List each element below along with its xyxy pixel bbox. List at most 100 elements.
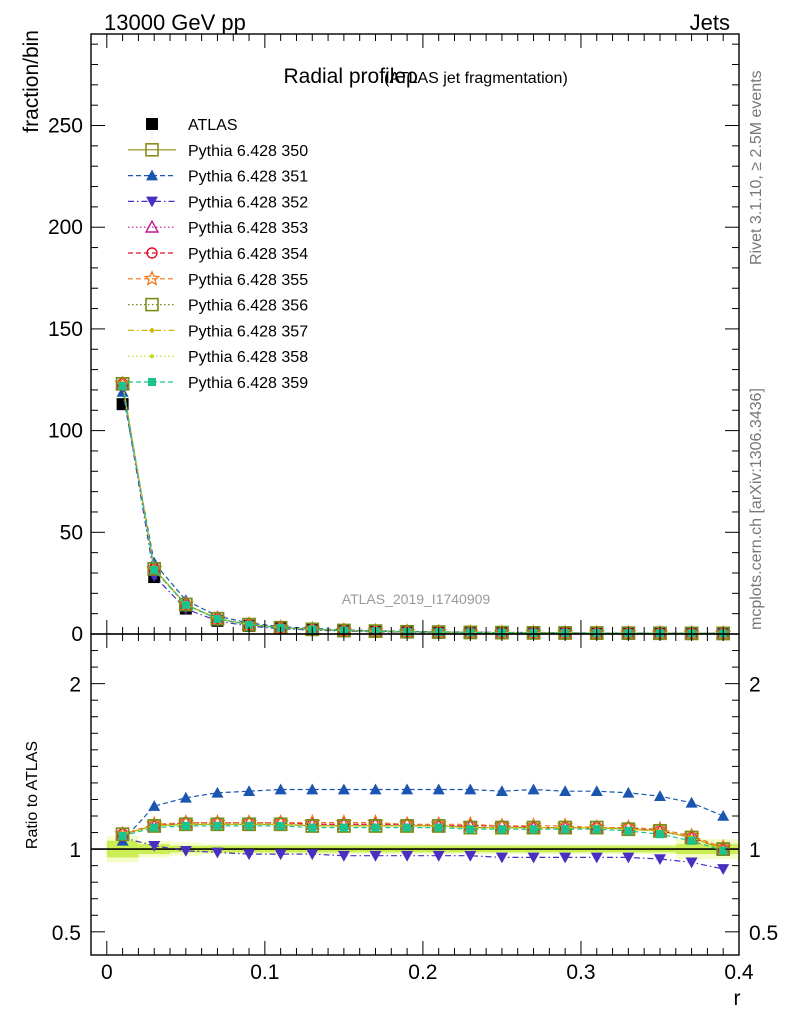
ratio-point-9-1 (150, 823, 159, 832)
legend-entry-3: Pythia 6.428 352 (128, 194, 308, 211)
legend-marker (149, 327, 155, 334)
legend-label: Pythia 6.428 353 (188, 220, 308, 237)
ratio-point-1-13 (527, 783, 540, 795)
ratio-point-2-10 (432, 850, 445, 862)
ratio-point-1-19 (717, 810, 730, 821)
legend-entry-5: Pythia 6.428 354 (128, 246, 308, 263)
ratio-point-2-17 (653, 854, 666, 866)
legend-entry-1: Pythia 6.428 350 (128, 143, 308, 160)
ratio-point-2-3 (211, 847, 224, 859)
ratio-point-1-10 (432, 783, 445, 795)
legend-label: Pythia 6.428 358 (188, 349, 308, 366)
ratio-point-2-13 (527, 852, 540, 864)
ratio-point-9-18 (687, 836, 696, 845)
ratio-series-9 (118, 821, 728, 855)
x-tick-label: 0.1 (250, 961, 279, 984)
ratio-point-2-2 (179, 845, 192, 857)
ratio-point-2-1 (148, 840, 161, 852)
ratio-point-9-11 (466, 825, 475, 834)
x-tick-label: 0 (101, 961, 113, 984)
ratio-point-1-6 (306, 783, 319, 795)
ratio-point-9-3 (213, 821, 222, 830)
legend-marker (150, 354, 154, 359)
ratio-y-tick-label: 2 (69, 674, 81, 697)
ratio-point-1-18 (685, 796, 698, 808)
legend-marker (146, 196, 158, 208)
ratio-frame (90, 633, 740, 956)
ratio-series-2 (116, 832, 730, 875)
data-point-10-4 (245, 620, 254, 629)
header-left-label: 13000 GeV pp (104, 10, 246, 35)
data-point-7-1 (147, 562, 162, 576)
legend-marker (148, 378, 156, 386)
data-point-7-3 (210, 611, 225, 626)
y-tick-label: 250 (48, 115, 83, 138)
ratio-point-1-11 (464, 783, 477, 795)
ratio-y-tick-label-right: 2 (749, 674, 761, 697)
ratio-point-9-4 (245, 821, 254, 830)
x-tick-label: 0.3 (566, 961, 595, 984)
legend-label: Pythia 6.428 357 (188, 323, 308, 340)
ratio-y-tick-label: 0.5 (52, 922, 81, 945)
main-panel: 0 50 100 150 200 250 Radial profileρ (ATLAS j… (20, 30, 740, 646)
ratio-series-1 (116, 783, 730, 846)
ratio-point-2-18 (685, 857, 698, 869)
legend-entry-0: ATLAS (146, 117, 238, 134)
legend-marker (146, 247, 158, 259)
ratio-point-9-14 (561, 825, 570, 834)
ratio-point-9-15 (592, 825, 601, 834)
ratio-point-1-12 (495, 785, 508, 796)
ratio-y-axis-label: Ratio to ATLAS (24, 741, 41, 849)
legend-label: Pythia 6.428 354 (188, 246, 308, 263)
ratio-point-1-3 (211, 786, 224, 798)
ratio-line-1 (122, 788, 724, 842)
ratio-point-9-16 (624, 826, 633, 835)
legend-marker (145, 297, 159, 312)
legend-label: Pythia 6.428 359 (188, 375, 308, 392)
ratio-y-tick-label-right: 1 (749, 839, 761, 862)
ratio-point-9-2 (181, 821, 190, 830)
rivet-label: Rivet 3.1.10, ≥ 2.5M events (748, 70, 765, 265)
ratio-point-9-5 (276, 821, 285, 830)
ratio-point-2-4 (243, 849, 256, 861)
data-point-10-0 (118, 381, 127, 390)
ratio-point-6-3 (210, 817, 225, 832)
ratio-point-6-1 (147, 819, 162, 833)
ratio-point-2-16 (622, 852, 635, 864)
ratio-point-1-5 (274, 783, 287, 795)
ratio-point-1-17 (653, 790, 666, 801)
ratio-point-1-7 (337, 783, 350, 795)
ratio-point-9-19 (719, 846, 728, 855)
legend-marker (146, 169, 158, 181)
data-point-10-3 (213, 614, 222, 623)
ratio-point-9-9 (403, 823, 412, 832)
ratio-point-9-7 (339, 823, 348, 832)
ratio-point-2-6 (306, 849, 319, 861)
chart-title-suffix: (ATLAS jet fragmentation) (384, 70, 568, 87)
ratio-series-group (114, 783, 732, 875)
ratio-point-2-8 (369, 850, 382, 862)
ratio-axes: 0.5 0.5 1 1 2 2 0 0.1 0.2 0.3 0.4 (52, 633, 778, 984)
ratio-point-1-4 (243, 785, 256, 796)
analysis-watermark: ATLAS_2019_I1740909 (342, 591, 491, 607)
ratio-point-9-12 (497, 825, 506, 834)
y-tick-label: 150 (48, 318, 83, 341)
legend-entry-10: Pythia 6.428 359 (128, 375, 308, 392)
ratio-point-2-12 (495, 852, 508, 864)
legend-marker (146, 118, 158, 130)
ratio-line-2 (122, 836, 724, 870)
legend-marker (145, 143, 159, 157)
legend-label: Pythia 6.428 356 (188, 298, 308, 315)
legend-entry-7: Pythia 6.428 356 (128, 298, 308, 315)
ratio-point-2-19 (717, 864, 730, 875)
legend-entry-4: Pythia 6.428 353 (128, 219, 308, 237)
mcplots-label: mcplots.cern.ch [arXiv:1306.3436] (748, 388, 765, 630)
ratio-point-1-15 (590, 785, 603, 796)
y-tick-label: 50 (60, 521, 83, 544)
ratio-point-9-0 (118, 831, 127, 840)
legend-marker (143, 270, 161, 286)
ratio-point-2-11 (464, 850, 477, 862)
legend-label: ATLAS (188, 117, 238, 134)
legend-entry-2: Pythia 6.428 351 (128, 169, 308, 186)
